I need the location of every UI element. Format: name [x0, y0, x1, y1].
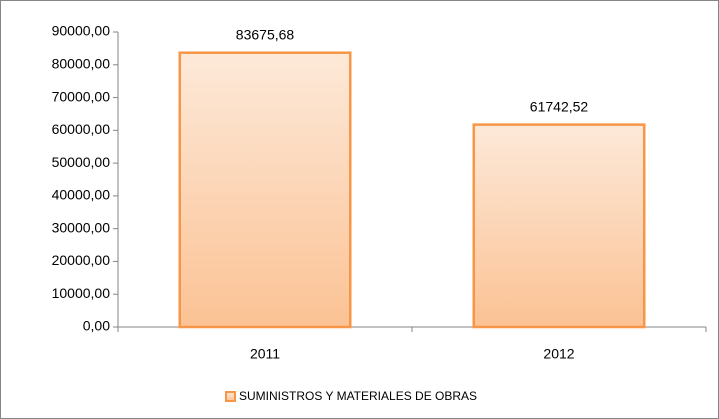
bar	[178, 51, 352, 329]
bar	[472, 123, 646, 329]
data-label: 83675,68	[236, 26, 295, 42]
y-tick-label: 30000,00	[52, 219, 111, 235]
legend-swatch	[225, 391, 236, 402]
y-tick-label: 50000,00	[52, 154, 111, 170]
x-tick-label: 2011	[250, 346, 280, 362]
y-tick-label: 70000,00	[52, 88, 111, 104]
data-label: 61742,52	[530, 98, 589, 114]
y-tick-label: 40000,00	[52, 187, 111, 203]
x-tick-label: 2012	[543, 346, 574, 362]
y-tick-label: 80000,00	[52, 55, 111, 71]
y-tick-label: 90000,00	[52, 23, 111, 39]
y-tick-label: 60000,00	[52, 121, 111, 137]
y-tick-label: 20000,00	[52, 252, 111, 268]
y-tick-label: 0,00	[83, 318, 110, 334]
y-tick-label: 10000,00	[52, 285, 111, 301]
legend-label: SUMINISTROS Y MATERIALES DE OBRAS	[239, 389, 477, 403]
